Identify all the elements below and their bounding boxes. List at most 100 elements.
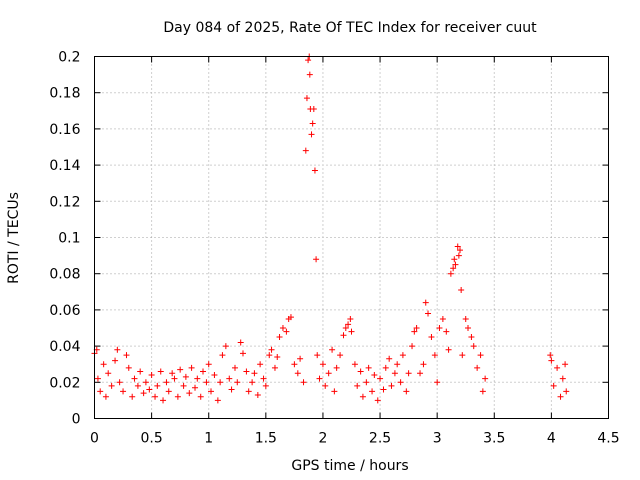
data-point <box>228 386 235 393</box>
data-point <box>329 346 336 353</box>
data-point <box>306 71 313 78</box>
data-point <box>337 352 344 359</box>
data-point <box>340 332 347 339</box>
data-point <box>291 361 298 368</box>
x-tick-label: 0 <box>90 431 99 447</box>
data-point <box>420 361 427 368</box>
data-point <box>237 339 244 346</box>
data-point <box>274 353 281 360</box>
data-point <box>431 352 438 359</box>
data-point <box>180 382 187 389</box>
data-point <box>234 379 241 386</box>
data-point <box>359 393 366 400</box>
data-point <box>399 352 406 359</box>
data-point <box>314 352 321 359</box>
data-point <box>310 105 317 112</box>
data-point <box>268 346 275 353</box>
data-point <box>436 325 443 331</box>
data-point <box>97 388 104 395</box>
data-point <box>388 382 395 389</box>
data-point <box>451 256 458 263</box>
data-point <box>547 352 554 359</box>
data-point <box>152 393 159 400</box>
x-tick-label: 4.5 <box>597 431 619 447</box>
data-point <box>548 357 555 364</box>
data-point <box>351 361 358 368</box>
data-point <box>257 361 264 368</box>
data-point <box>125 364 132 371</box>
data-point <box>262 382 269 389</box>
data-point <box>371 372 378 379</box>
data-point <box>445 346 452 353</box>
data-point <box>114 346 121 353</box>
data-point <box>300 379 307 386</box>
data-point <box>347 315 354 322</box>
y-axis-ticks: 0 0.02 0.04 0.06 0.08 0.1 0.12 0.14 0.16 0.18 0.2 <box>49 50 609 428</box>
data-point <box>287 314 294 321</box>
data-point <box>477 352 484 359</box>
data-point <box>454 243 461 250</box>
data-point <box>391 370 398 377</box>
y-tick-label: 0.02 <box>49 375 80 391</box>
data-point <box>479 388 486 395</box>
y-tick-label: 0.08 <box>49 267 80 283</box>
data-point <box>357 368 364 375</box>
data-point <box>413 325 420 331</box>
y-tick-label: 0.1 <box>58 231 80 247</box>
data-point <box>222 343 229 350</box>
data-point <box>112 357 119 364</box>
x-axis-label: GPS time / hours <box>291 458 408 474</box>
data-point <box>554 364 561 371</box>
grid-lines <box>94 56 609 419</box>
data-point <box>108 382 115 389</box>
data-point <box>374 397 381 404</box>
data-point <box>160 397 167 404</box>
data-point <box>322 382 329 389</box>
data-point <box>382 364 389 371</box>
data-point <box>276 334 283 341</box>
data-point <box>239 350 246 357</box>
data-point <box>308 131 315 138</box>
data-point <box>134 382 141 389</box>
data-point <box>186 390 193 397</box>
data-point <box>123 352 130 359</box>
data-point <box>148 372 155 379</box>
data-point <box>182 373 189 380</box>
data-point <box>468 334 475 341</box>
data-point <box>459 352 466 359</box>
data-point <box>137 368 144 375</box>
data-point <box>165 388 172 395</box>
data-point <box>331 388 338 395</box>
data-point <box>397 379 404 386</box>
data-point <box>217 379 224 386</box>
data-point <box>271 364 278 371</box>
data-point <box>311 167 318 174</box>
data-point <box>458 286 465 293</box>
data-point <box>417 370 424 377</box>
data-point <box>211 372 218 379</box>
x-tick-label: 3.5 <box>483 431 505 447</box>
data-point <box>251 370 258 377</box>
data-point <box>313 256 320 263</box>
data-point <box>208 388 215 395</box>
data-point <box>369 388 376 395</box>
data-point <box>559 375 566 382</box>
data-point <box>428 334 435 341</box>
data-point <box>120 388 127 395</box>
y-tick-label: 0.2 <box>58 50 80 66</box>
data-point <box>380 386 387 393</box>
data-point <box>377 375 384 382</box>
data-point <box>294 370 301 377</box>
data-point <box>116 379 123 386</box>
data-point <box>260 375 267 382</box>
y-tick-label: 0.04 <box>49 339 80 355</box>
x-axis-ticks: 0 0.5 1 1.5 2 2.5 3 3.5 4 4.5 <box>90 56 620 447</box>
data-point <box>450 265 457 272</box>
data-point <box>192 384 199 391</box>
data-point <box>363 379 370 386</box>
data-point <box>226 375 233 382</box>
chart-title: Day 084 of 2025, Rate Of TEC Index for r… <box>163 20 537 36</box>
data-point <box>319 361 326 368</box>
data-point <box>365 364 372 371</box>
